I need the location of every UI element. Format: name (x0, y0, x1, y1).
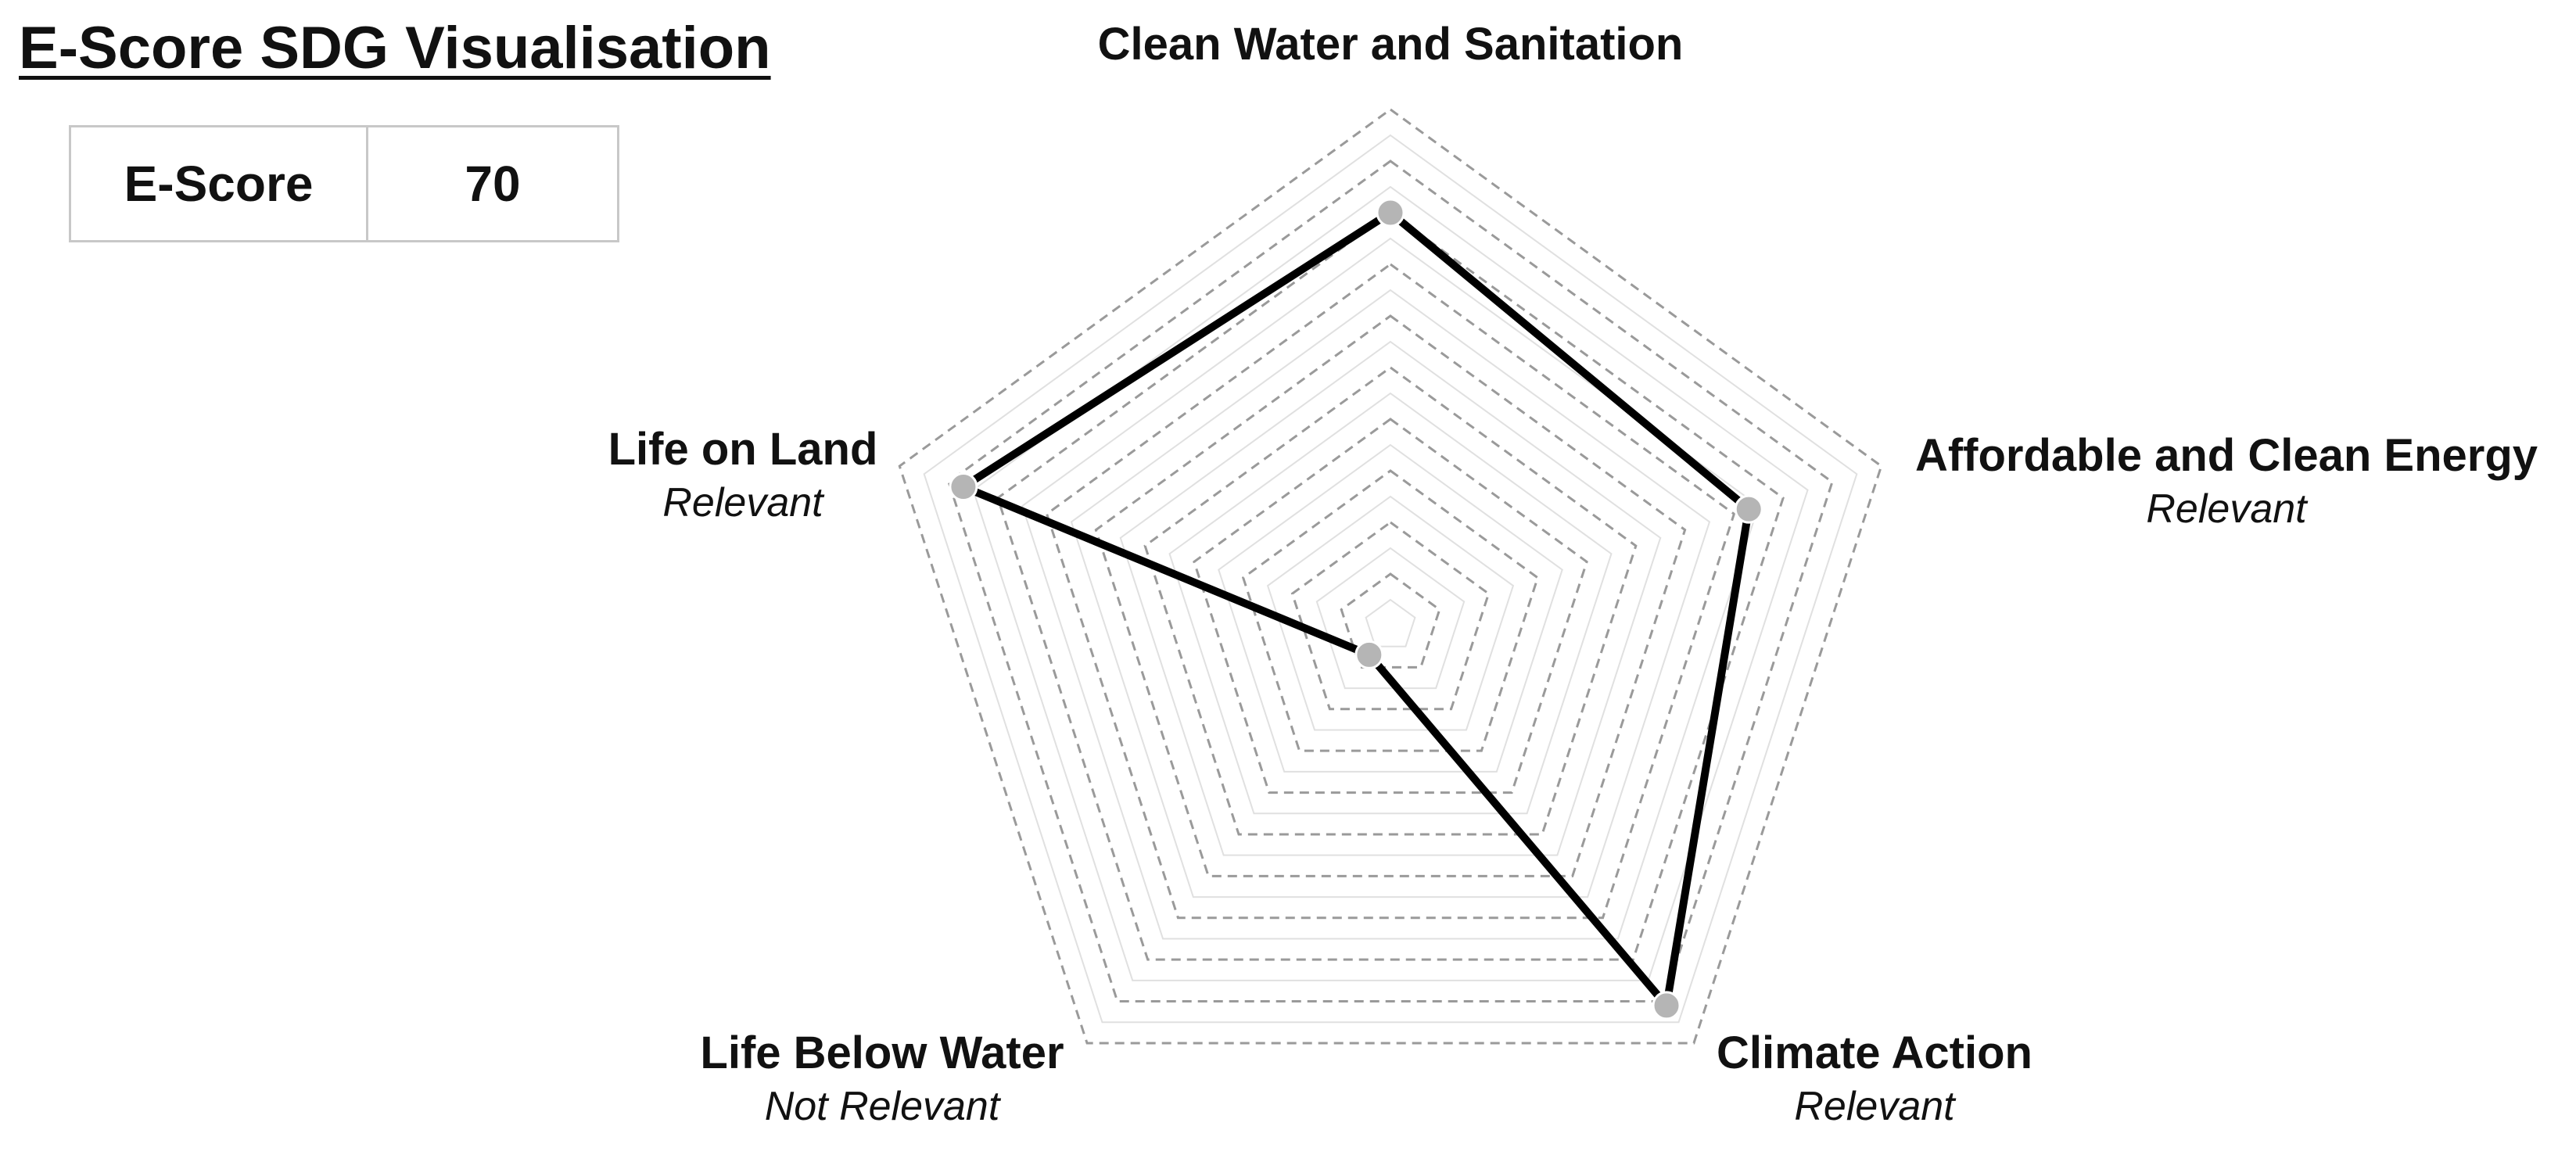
axis-relevance: Relevant (2146, 486, 2307, 532)
grid-ring-minor (1365, 598, 1416, 647)
e-score-label: E-Score (71, 127, 368, 240)
axis-name: Life Below Water (700, 1028, 1064, 1078)
axis-label-life-on-land: Life on Land Relevant (608, 422, 878, 529)
radar-grid (898, 108, 1883, 1045)
grid-ring-minor (972, 185, 1809, 981)
grid-ring-major (1143, 366, 1638, 836)
axis-label-clean-water: Clean Water and Sanitation (1098, 17, 1684, 72)
grid-ring-minor (1119, 340, 1662, 856)
grid-ring-major (1045, 263, 1736, 920)
axis-name: Affordable and Clean Energy (1914, 430, 2538, 481)
axis-relevance: Not Relevant (764, 1083, 1000, 1129)
grid-ring-minor (1315, 547, 1466, 690)
grid-ring-minor (1168, 392, 1613, 815)
axis-name: Life on Land (608, 424, 878, 475)
grid-ring-major (996, 211, 1785, 961)
grid-ring-minor (1266, 495, 1515, 731)
grid-ring-minor (1218, 443, 1563, 773)
grid-ring-major (947, 160, 1834, 1003)
grid-ring-minor (1021, 237, 1760, 940)
data-point-2 (1652, 991, 1681, 1020)
grid-ring-major (898, 108, 1883, 1045)
grid-ring-major (1290, 521, 1491, 711)
axis-relevance: Relevant (1794, 1083, 1955, 1129)
grid-ring-minor (1070, 289, 1711, 898)
data-markers (949, 198, 1763, 1020)
grid-ring-major (1340, 572, 1441, 669)
axis-label-climate-action: Climate Action Relevant (1717, 1026, 2032, 1133)
data-point-3 (1354, 640, 1384, 669)
e-score-table: E-Score 70 (69, 125, 619, 242)
data-polygon (955, 207, 1753, 1015)
axis-name: Clean Water and Sanitation (1097, 19, 1684, 70)
data-point-4 (949, 472, 978, 502)
axis-name: Climate Action (1717, 1028, 2032, 1078)
data-point-0 (1376, 198, 1405, 228)
grid-ring-major (1094, 314, 1687, 877)
data-point-1 (1734, 494, 1763, 524)
axis-label-life-below-water: Life Below Water Not Relevant (700, 1026, 1064, 1133)
axis-label-affordable-energy: Affordable and Clean Energy Relevant (1915, 429, 2538, 536)
grid-ring-major (1241, 469, 1540, 752)
grid-ring-minor (923, 134, 1858, 1024)
e-score-value: 70 (465, 156, 521, 212)
axis-relevance: Relevant (662, 479, 823, 525)
page-title: E-Score SDG Visualisation (19, 15, 771, 81)
